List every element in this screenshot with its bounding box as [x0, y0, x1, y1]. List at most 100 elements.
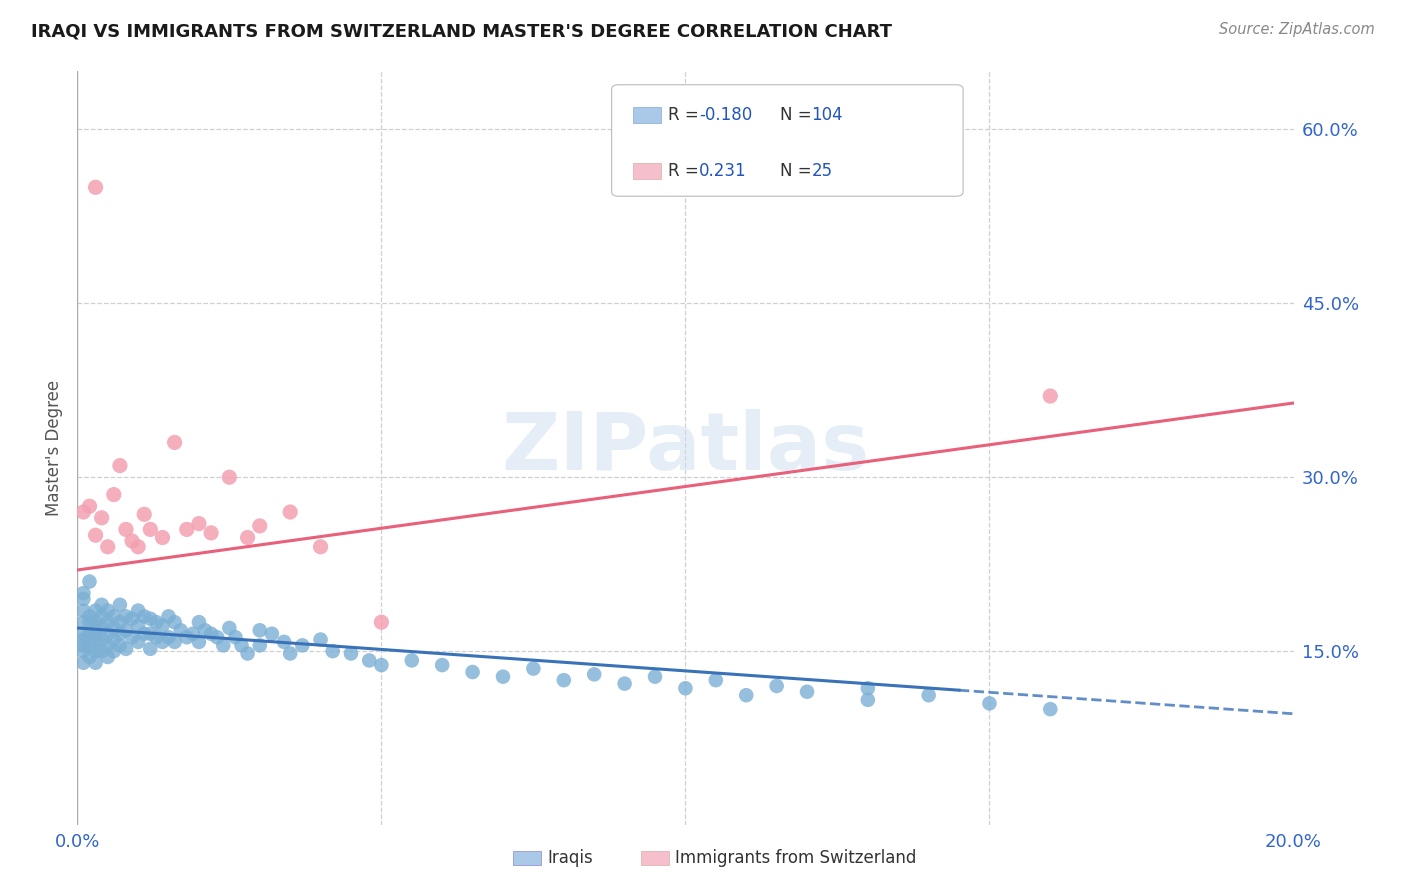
Point	[115, 523, 138, 537]
Point	[157, 609, 180, 624]
Y-axis label: Master's Degree: Master's Degree	[45, 380, 63, 516]
Point	[84, 615, 107, 630]
Point	[522, 662, 544, 676]
Point	[188, 615, 211, 630]
Point	[644, 670, 666, 684]
Point	[97, 639, 120, 653]
Text: Iraqis: Iraqis	[547, 849, 593, 867]
Point	[157, 630, 180, 644]
Point	[108, 598, 131, 612]
Point	[72, 615, 94, 630]
Point	[72, 639, 94, 653]
Point	[163, 615, 186, 630]
Point	[84, 656, 107, 670]
Point	[856, 681, 879, 696]
Point	[115, 624, 138, 638]
Point	[79, 639, 101, 653]
Point	[84, 632, 107, 647]
Point	[108, 615, 131, 630]
Point	[309, 632, 332, 647]
Point	[176, 523, 198, 537]
Point	[84, 621, 107, 635]
Point	[134, 508, 156, 522]
Point	[139, 626, 162, 640]
Point	[97, 615, 120, 630]
Point	[163, 635, 186, 649]
Point	[796, 685, 818, 699]
Text: 0.231: 0.231	[699, 162, 747, 180]
Point	[97, 604, 120, 618]
Point	[249, 519, 271, 533]
Point	[121, 533, 143, 548]
Point	[152, 618, 174, 632]
Point	[322, 644, 344, 658]
Point	[84, 528, 107, 542]
Point	[72, 626, 94, 640]
Point	[152, 635, 174, 649]
Point	[918, 688, 941, 702]
Point	[97, 540, 120, 554]
Point	[84, 604, 107, 618]
Point	[249, 624, 271, 638]
Point	[218, 470, 240, 484]
Point	[236, 531, 259, 545]
Text: N =: N =	[780, 162, 817, 180]
Point	[492, 670, 515, 684]
Point	[735, 688, 758, 702]
Point	[90, 644, 112, 658]
Point	[103, 621, 125, 635]
Point	[200, 525, 222, 540]
Point	[115, 641, 138, 656]
Point	[72, 632, 94, 647]
Point	[79, 609, 101, 624]
Point	[856, 693, 879, 707]
Point	[84, 644, 107, 658]
Point	[108, 458, 131, 473]
Text: IRAQI VS IMMIGRANTS FROM SWITZERLAND MASTER'S DEGREE CORRELATION CHART: IRAQI VS IMMIGRANTS FROM SWITZERLAND MAS…	[31, 22, 891, 40]
Point	[79, 500, 101, 514]
Point	[236, 647, 259, 661]
Point	[103, 632, 125, 647]
Point	[72, 604, 94, 618]
Point	[121, 612, 143, 626]
Point	[1039, 702, 1062, 716]
Point	[212, 639, 235, 653]
Point	[90, 621, 112, 635]
Point	[553, 673, 575, 688]
Point	[401, 653, 423, 667]
Point	[79, 574, 101, 589]
Point	[90, 598, 112, 612]
Point	[115, 609, 138, 624]
Point	[163, 435, 186, 450]
Point	[370, 615, 392, 630]
Point	[176, 630, 198, 644]
Text: N =: N =	[780, 106, 817, 124]
Point	[121, 630, 143, 644]
Point	[72, 592, 94, 607]
Point	[273, 635, 295, 649]
Point	[84, 180, 107, 194]
Point	[90, 632, 112, 647]
Point	[260, 626, 283, 640]
Point	[72, 586, 94, 600]
Point	[134, 609, 156, 624]
Point	[108, 639, 131, 653]
Point	[765, 679, 787, 693]
Point	[127, 540, 149, 554]
Point	[145, 630, 167, 644]
Point	[278, 505, 301, 519]
Point	[127, 618, 149, 632]
Point	[181, 626, 204, 640]
Point	[72, 505, 94, 519]
Point	[430, 658, 453, 673]
Point	[139, 523, 162, 537]
Point	[249, 639, 271, 653]
Point	[675, 681, 697, 696]
Point	[127, 604, 149, 618]
Text: R =: R =	[668, 162, 704, 180]
Point	[103, 644, 125, 658]
Point	[84, 626, 107, 640]
Point	[139, 612, 162, 626]
Point	[152, 531, 174, 545]
Text: Source: ZipAtlas.com: Source: ZipAtlas.com	[1219, 22, 1375, 37]
